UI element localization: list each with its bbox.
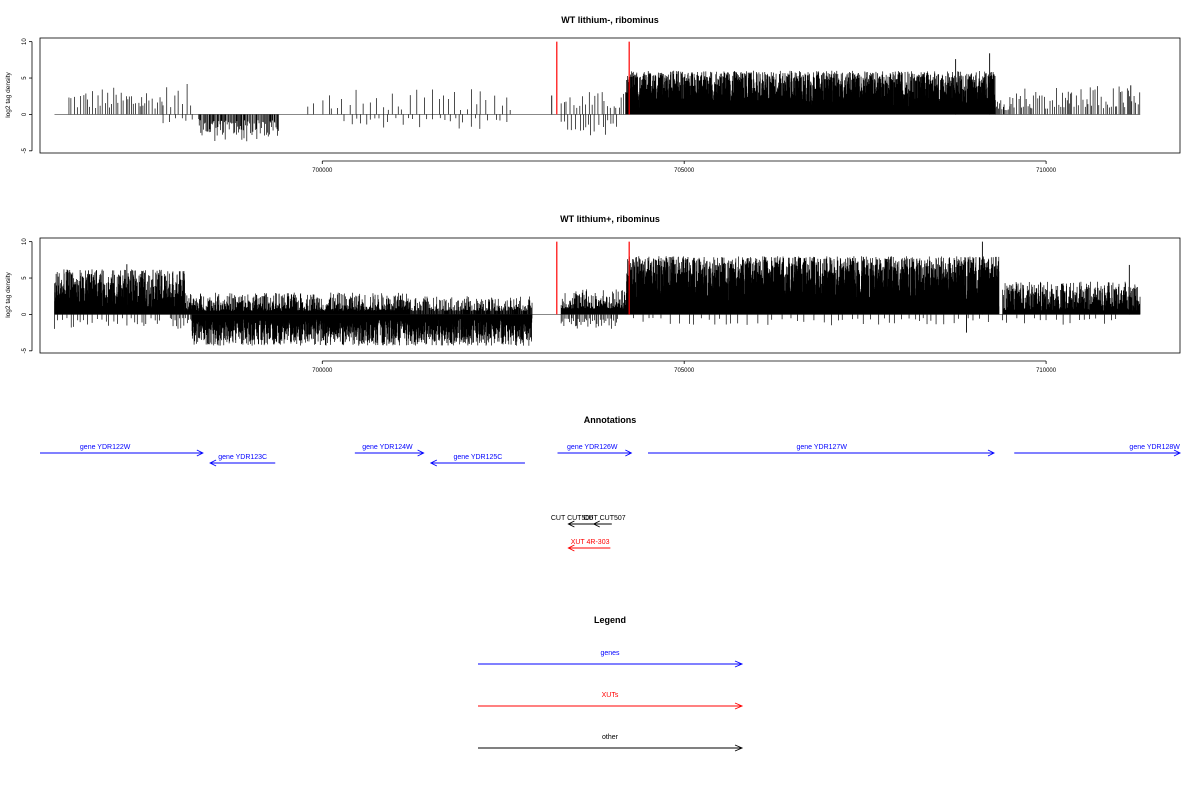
legend-title: Legend [594,615,626,625]
y-tick-label: 10 [22,38,28,45]
density-bar-group [184,292,410,315]
legend-item: other [478,734,744,752]
legend-label: other [602,734,619,741]
y-tick-label: 0 [22,112,28,116]
feature-label: gene YDR127W [796,444,847,451]
feature-arrowhead [592,520,600,528]
feature-label: XUT 4R-303 [571,539,610,546]
feature-arrowhead [429,459,438,467]
x-axis: 700000 705000 710000 [312,160,1057,174]
feature: gene YDR125C [429,454,525,467]
feature-label: gene YDR126W [567,444,618,451]
density-bar-group [1002,314,1117,325]
feature-arrowhead [196,449,204,457]
x-tick-label: 710000 [1036,168,1057,174]
feature: gene YDR124W [354,444,425,457]
feature: gene YDR127W [648,444,995,457]
density-bar-group [1009,86,1141,115]
density-bar-group [191,314,533,346]
feature-arrowhead [417,449,425,457]
density-bar-group [633,314,989,326]
density-bar-group [198,114,279,142]
feature-label: gene YDR125C [453,454,502,461]
feature-arrowhead [987,449,995,457]
density-bar-group [560,314,619,329]
track-title: WT lithium-, ribominus [561,15,659,25]
x-tick-label: 705000 [674,168,695,174]
feature-label: gene YDR124W [362,444,413,451]
y-tick-label: 5 [22,76,28,80]
density-bar-group [162,84,192,115]
y-axis-label: log2 tag density [5,271,12,317]
density-bar-group [560,92,626,115]
y-tick-label: 10 [22,238,28,245]
feature: CUT CUT507 [583,515,626,528]
legend-item: genes [478,650,744,668]
legend-item: XUTs [478,692,744,710]
track-title: WT lithium+, ribominus [560,214,660,224]
legend-label: genes [600,650,620,657]
feature-arrowhead [567,544,575,552]
plot-frame [39,37,1181,154]
density-bar-group [625,70,996,115]
density-bar-group [307,100,332,115]
x-tick-label: 710000 [1036,368,1057,374]
feature: gene YDR126W [557,444,633,457]
x-tick-label: 705000 [674,368,695,374]
legend-arrowhead [734,660,744,668]
density-bars [54,41,1141,142]
density-bar-group [162,114,200,124]
y-axis: -5 0 5 10 [22,238,33,353]
feature-arrowhead [625,449,633,457]
feature-label: CUT CUT507 [583,515,625,522]
density-bar-group [68,87,163,115]
feature-label: gene YDR128W [1129,444,1180,451]
density-bar-group [329,89,511,115]
feature: XUT 4R-303 [567,539,611,552]
feature-label: CUT CUT506 [551,515,593,522]
y-tick-label: 0 [22,312,28,316]
feature-arrowhead [1173,449,1182,457]
annotations-title: Annotations [584,415,637,425]
legend: Legend genes XUTs other [478,615,744,752]
feature-arrowhead [209,459,217,467]
density-bar-group [625,256,1000,315]
x-axis: 700000 705000 710000 [312,360,1057,374]
feature: gene YDR123C [209,454,276,467]
feature-arrowhead [567,520,575,528]
density-bars [54,241,1141,346]
track-panel-lithium-minus: WT lithium-, ribominus log2 tag density … [5,15,1181,174]
y-tick-label: -5 [22,347,28,353]
y-tick-label: -5 [22,147,28,153]
feature: gene YDR128W [1014,444,1182,457]
density-bar-group [169,314,192,329]
feature: gene YDR122W [40,444,204,457]
legend-arrowhead [734,702,744,710]
density-bar-group [408,296,533,315]
density-bar-group [54,269,185,315]
legend-items: genes XUTs other [478,650,744,752]
legend-label: XUTs [602,692,619,699]
feature-label: gene YDR122W [80,444,131,451]
track-panel-lithium-plus: WT lithium+, ribominus log2 tag density … [5,214,1181,374]
density-bar-group [560,289,627,315]
density-bar-group [1002,281,1141,315]
density-bar-group [995,100,1011,115]
y-tick-label: 5 [22,276,28,280]
legend-arrowhead [734,744,744,752]
plot-frame [39,237,1181,354]
feature-list: gene YDR122W gene YDR123C gene YDR124W gene… [40,444,1182,552]
y-axis: -5 0 5 10 [22,38,33,153]
x-tick-label: 700000 [312,168,333,174]
density-bar-group [560,114,617,136]
feature-label: gene YDR123C [218,454,267,461]
density-bar-group [54,314,160,329]
density-bar-group [343,114,508,129]
x-tick-label: 700000 [312,368,333,374]
y-axis-label: log2 tag density [5,71,12,117]
